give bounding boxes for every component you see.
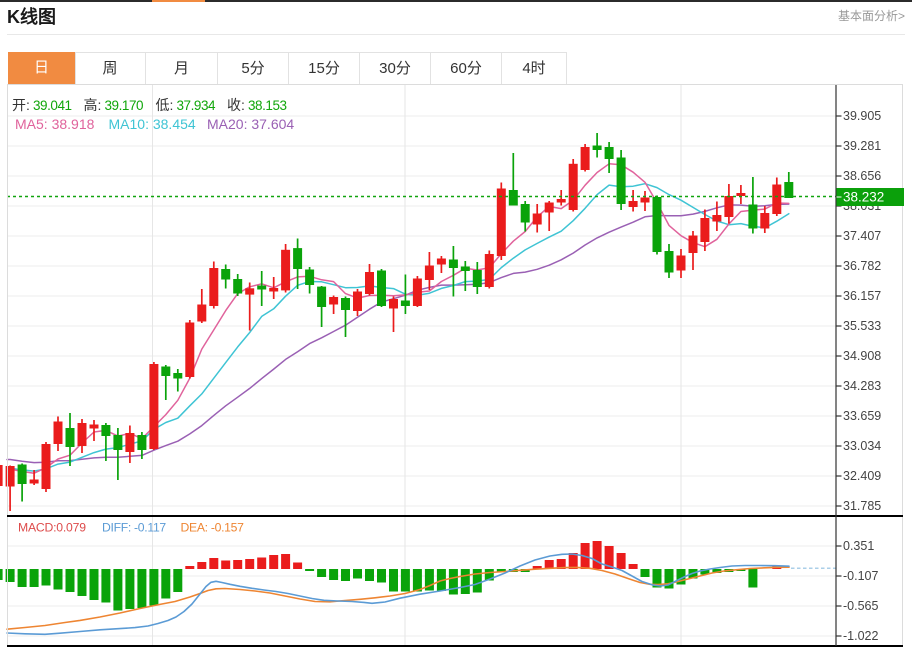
svg-text:37.934: 37.934 (177, 98, 217, 113)
svg-text:收:: 收: (227, 97, 245, 113)
svg-text:34.908: 34.908 (843, 349, 881, 363)
svg-text:33.659: 33.659 (843, 409, 881, 423)
svg-text:MA20: 37.604: MA20: 37.604 (207, 116, 294, 132)
svg-text:33.034: 33.034 (843, 439, 881, 453)
svg-text:39.905: 39.905 (843, 109, 881, 123)
svg-text:MACD:0.079: MACD:0.079 (18, 521, 86, 535)
svg-text:38.232: 38.232 (843, 190, 884, 205)
svg-text:31.785: 31.785 (843, 499, 881, 513)
svg-text:32.409: 32.409 (843, 469, 881, 483)
svg-text:DIFF: -0.117: DIFF: -0.117 (102, 521, 166, 535)
svg-text:38.656: 38.656 (843, 169, 881, 183)
svg-text:36.782: 36.782 (843, 259, 881, 273)
svg-text:39.041: 39.041 (33, 98, 72, 113)
svg-text:0.351: 0.351 (843, 539, 874, 553)
svg-text:37.407: 37.407 (843, 229, 881, 243)
svg-text:低:: 低: (156, 97, 174, 113)
svg-text:-0.565: -0.565 (843, 599, 878, 613)
svg-text:高:: 高: (84, 97, 102, 113)
svg-text:38.153: 38.153 (248, 98, 287, 113)
svg-text:39.281: 39.281 (843, 139, 881, 153)
svg-text:36.157: 36.157 (843, 289, 881, 303)
svg-text:MA10: 38.454: MA10: 38.454 (109, 116, 196, 132)
svg-text:-1.022: -1.022 (843, 629, 878, 643)
svg-text:34.283: 34.283 (843, 379, 881, 393)
svg-text:DEA: -0.157: DEA: -0.157 (181, 521, 245, 535)
svg-text:开:: 开: (12, 97, 30, 113)
svg-text:35.533: 35.533 (843, 319, 881, 333)
svg-text:-0.107: -0.107 (843, 569, 878, 583)
svg-text:MA5: 38.918: MA5: 38.918 (15, 116, 95, 132)
svg-text:39.170: 39.170 (105, 98, 144, 113)
